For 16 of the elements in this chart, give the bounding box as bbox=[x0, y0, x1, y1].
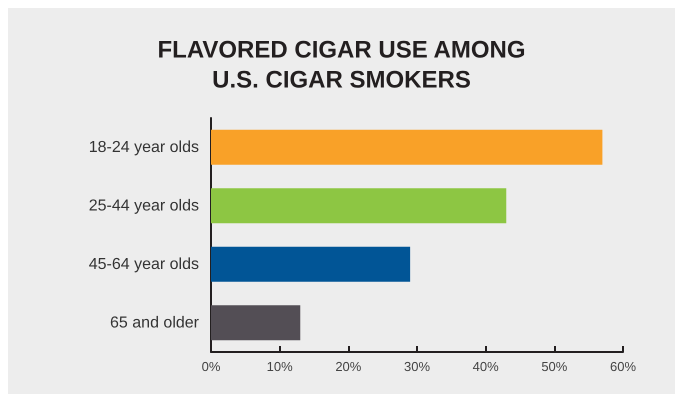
y-tick-label: 65 and older bbox=[110, 314, 200, 332]
bar bbox=[211, 246, 410, 282]
x-tick-label: 60% bbox=[610, 359, 636, 374]
chart-title: FLAVORED CIGAR USE AMONG U.S. CIGAR SMOKERS bbox=[157, 36, 526, 94]
x-tick-label: 40% bbox=[472, 359, 500, 374]
x-tick-label: 10% bbox=[266, 359, 294, 374]
y-tick-label: 18-24 year olds bbox=[88, 138, 199, 156]
x-tick-label: 50% bbox=[541, 359, 568, 374]
x-tick-label: 20% bbox=[335, 359, 362, 374]
bar bbox=[211, 188, 506, 224]
x-tick-label: 30% bbox=[404, 359, 430, 374]
y-tick-label: 25-44 year olds bbox=[88, 197, 199, 214]
y-tick-label: 45-64 year olds bbox=[88, 256, 199, 273]
bar bbox=[211, 305, 300, 340]
bar bbox=[211, 130, 602, 165]
x-tick-label: 0% bbox=[202, 359, 221, 374]
